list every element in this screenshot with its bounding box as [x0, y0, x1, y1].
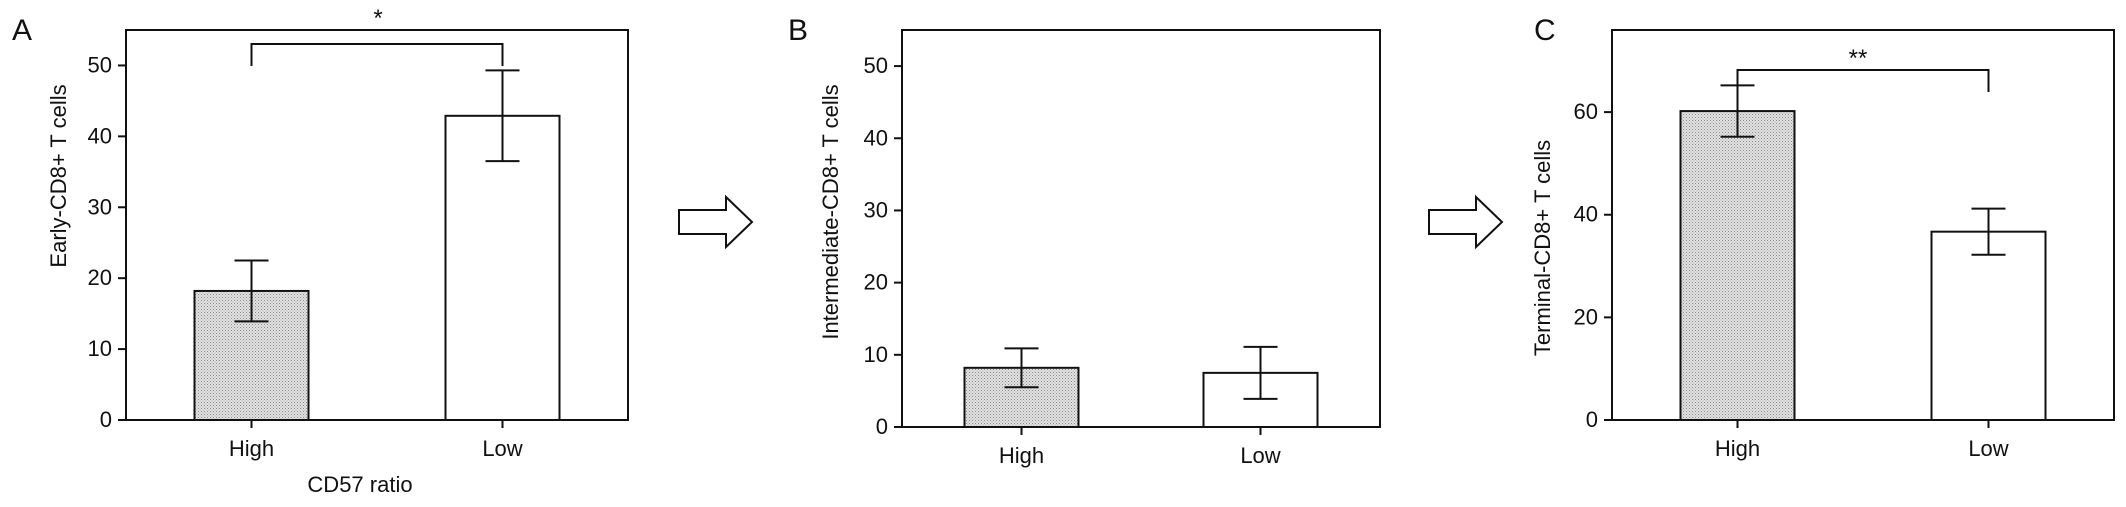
panel-c-ylabel: Terminal-CD8+ T cells	[1530, 140, 1555, 356]
panel-c: C Terminal-CD8+ T cells ** 0 20 40 60 High Lo…	[1530, 14, 2115, 461]
panel-a-ytick-label: 0	[100, 407, 112, 432]
panel-b: B Intermediate-CD8+ T cells 0 10 20 30 40 50 H…	[788, 14, 1381, 468]
panel-b-ytick-label: 10	[864, 342, 888, 367]
panel-c-bar-high	[1679, 110, 1796, 421]
panel-c-xtick-label-high: High	[1715, 436, 1760, 461]
panel-c-frame	[1611, 29, 2115, 421]
panel-c-ytick-label: 0	[1586, 407, 1598, 432]
panel-b-xtick-label-high: High	[999, 443, 1044, 468]
panel-b-ylabel: Intermediate-CD8+ T cells	[818, 84, 843, 339]
right-arrow-icon	[678, 194, 754, 250]
panel-c-bar-low	[1930, 230, 2047, 421]
panel-b-ytick-label: 30	[864, 197, 888, 222]
panel-b-ytick-label: 50	[864, 53, 888, 78]
panel-a: A Early-CD8+ T cells CD57 ratio * 0 10 20 3…	[12, 5, 629, 497]
panel-c-ytick-label: 40	[1574, 202, 1598, 227]
panel-c-ytick-label: 60	[1574, 99, 1598, 124]
panel-c-plot: 0 20 40 60 High Low	[1574, 29, 2115, 461]
panel-a-xtick-label-low: Low	[482, 436, 522, 461]
panel-a-significance: *	[373, 5, 382, 32]
panel-b-xtick-label-low: Low	[1240, 443, 1280, 468]
panel-c-ytick-label: 20	[1574, 304, 1598, 329]
panel-b-ytick-label: 40	[864, 125, 888, 150]
panel-b-plot: 0 10 20 30 40 50 High Low	[864, 29, 1381, 468]
panel-b-frame	[901, 29, 1381, 428]
panel-c-label: C	[1534, 14, 1556, 47]
panel-a-significance-bracket	[250, 43, 504, 66]
panel-b-ytick-label: 0	[876, 414, 888, 439]
panel-a-label: A	[12, 14, 32, 47]
panel-c-significance-bracket	[1736, 69, 1990, 92]
panel-a-bar-low	[444, 114, 561, 422]
panel-a-ytick-label: 10	[88, 336, 112, 361]
panel-b-label: B	[788, 14, 808, 47]
right-arrow-icon	[1428, 194, 1504, 250]
panel-a-ytick-label: 20	[88, 265, 112, 290]
panel-a-plot: 0 10 20 30 40 50 High Low	[88, 29, 629, 461]
panel-c-significance: **	[1849, 45, 1868, 72]
panel-c-xtick-label-low: Low	[1968, 436, 2008, 461]
panel-a-xlabel: CD57 ratio	[307, 472, 412, 497]
panel-a-ytick-label: 30	[88, 194, 112, 219]
panel-a-ytick-label: 40	[88, 123, 112, 148]
panel-a-frame	[125, 29, 629, 421]
panel-a-ytick-label: 50	[88, 52, 112, 77]
panel-b-ytick-label: 20	[864, 270, 888, 295]
panel-a-xtick-label-high: High	[229, 436, 274, 461]
panel-a-ylabel: Early-CD8+ T cells	[46, 84, 71, 267]
